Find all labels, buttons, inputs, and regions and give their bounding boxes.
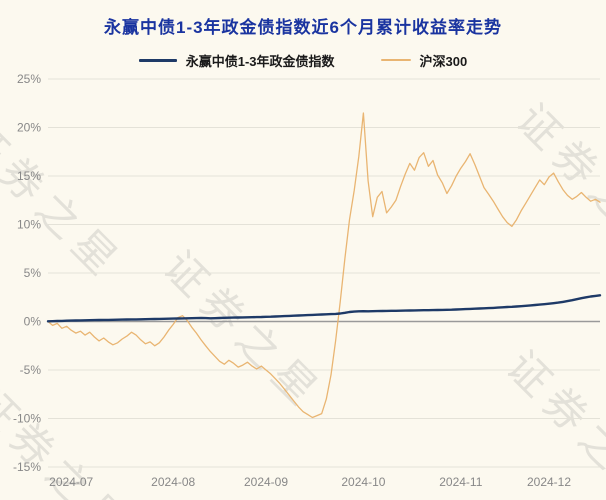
svg-text:15%: 15% <box>17 169 41 183</box>
svg-text:2024-07: 2024-07 <box>49 475 93 489</box>
svg-text:-15%: -15% <box>13 460 41 474</box>
legend-item-csi300: 沪深300 <box>380 51 468 70</box>
svg-text:10%: 10% <box>17 218 41 232</box>
svg-text:2024-12: 2024-12 <box>527 475 571 489</box>
fund-line-swatch <box>138 58 177 62</box>
svg-text:0%: 0% <box>24 315 42 329</box>
svg-text:2024-09: 2024-09 <box>244 475 288 489</box>
legend-label-fund: 永赢中债1-3年政金债指数 <box>185 53 335 69</box>
svg-text:2024-10: 2024-10 <box>341 475 385 489</box>
chart-legend: 永赢中债1-3年政金债指数 沪深300 <box>0 51 606 69</box>
svg-text:20%: 20% <box>17 121 41 135</box>
svg-text:-5%: -5% <box>20 363 42 377</box>
legend-item-fund: 永赢中债1-3年政金债指数 <box>138 51 335 70</box>
svg-text:25%: 25% <box>17 72 41 86</box>
svg-text:5%: 5% <box>24 266 42 280</box>
csi300-line-swatch <box>380 59 411 61</box>
svg-text:2024-08: 2024-08 <box>151 475 195 489</box>
legend-label-csi300: 沪深300 <box>419 53 468 69</box>
chart-title: 永赢中债1-3年政金债指数近6个月累计收益率走势 <box>103 18 503 37</box>
svg-text:-10%: -10% <box>13 412 41 426</box>
svg-text:2024-11: 2024-11 <box>439 475 482 489</box>
cumulative-return-line-chart: 25% 20% 15% 10% 5% 0% -5% -10% -15% 2024-07 2024-0… <box>13 72 602 489</box>
